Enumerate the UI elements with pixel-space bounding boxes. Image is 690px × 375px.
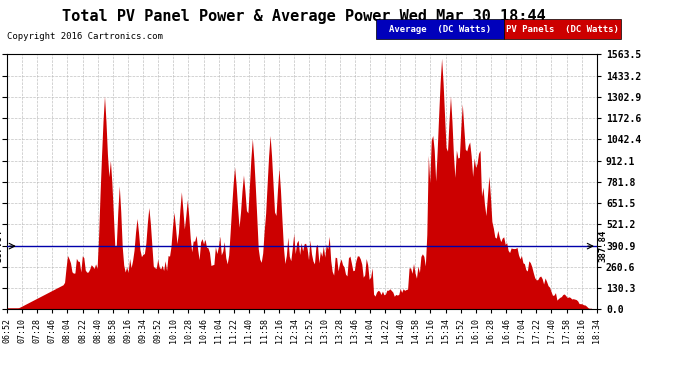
Text: Copyright 2016 Cartronics.com: Copyright 2016 Cartronics.com [7, 32, 163, 41]
Text: PV Panels  (DC Watts): PV Panels (DC Watts) [506, 25, 619, 34]
Text: Average  (DC Watts): Average (DC Watts) [388, 25, 491, 34]
Text: 387.84: 387.84 [0, 230, 3, 262]
Text: Total PV Panel Power & Average Power Wed Mar 30 18:44: Total PV Panel Power & Average Power Wed… [62, 9, 545, 24]
Text: 387.84: 387.84 [598, 230, 607, 262]
